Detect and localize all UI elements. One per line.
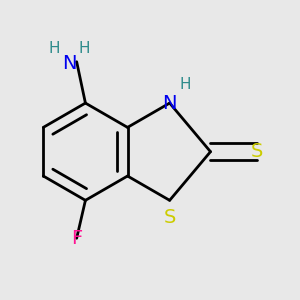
Text: F: F [71, 229, 82, 248]
Text: N: N [162, 94, 177, 112]
Text: N: N [62, 54, 76, 73]
Text: S: S [164, 208, 176, 226]
Text: H: H [48, 40, 60, 56]
Text: H: H [79, 40, 90, 56]
Text: S: S [250, 142, 263, 161]
Text: H: H [179, 77, 191, 92]
